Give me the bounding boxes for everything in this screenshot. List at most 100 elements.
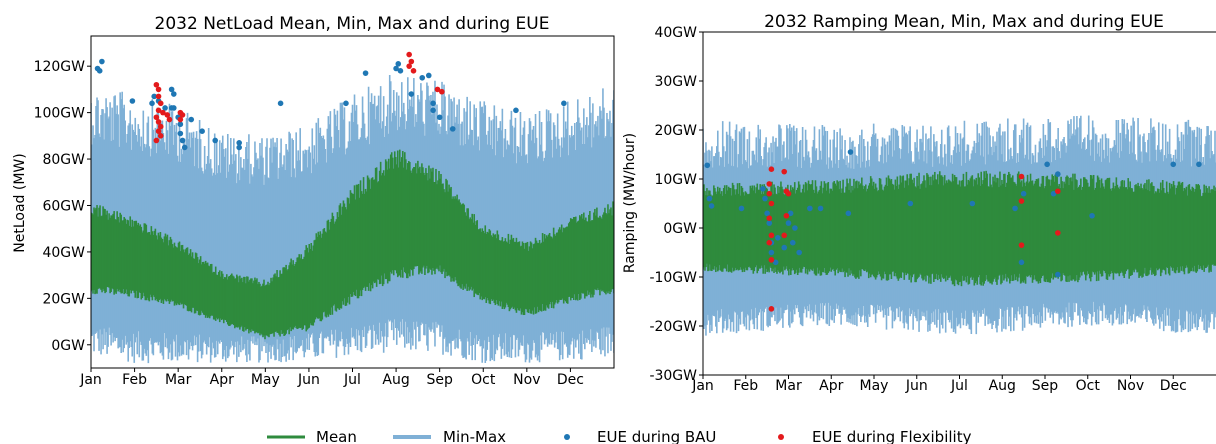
eue-flexibility-point — [157, 100, 164, 107]
y-ticks: -30GW -20GW -10GW 0GW 10GW 20GW 30GW 40GW — [649, 25, 703, 384]
eue-bau-point — [277, 100, 284, 107]
y-axis-label: Ramping (MW/hour) — [622, 133, 638, 273]
eue-bau-point — [1089, 212, 1095, 219]
x-tick-label: Mar — [775, 378, 802, 394]
eue-bau-point — [436, 114, 443, 121]
eue-bau-point — [1055, 271, 1061, 278]
x-tick-label: Jun — [297, 372, 320, 388]
ramping-chart: 2032 Ramping Mean, Min, Max and during E… — [622, 12, 1216, 394]
eue-flexibility-point — [783, 212, 790, 219]
plot-area — [703, 115, 1216, 336]
x-tick-label: May — [860, 378, 889, 394]
eue-flexibility-point — [408, 58, 415, 65]
eue-bau-point — [775, 235, 781, 241]
eue-flexibility-point — [164, 112, 171, 118]
eue-bau-point — [1018, 259, 1025, 266]
eue-bau-point — [99, 58, 105, 65]
eue-bau-point — [171, 91, 177, 97]
x-tick-label: Apr — [210, 372, 234, 388]
netload-chart: 2032 NetLoad Mean, Min, Max and during E… — [12, 14, 615, 388]
eue-bau-point — [236, 139, 242, 146]
eue-flexibility-point — [766, 181, 773, 187]
y-tick-label: -10GW — [649, 270, 697, 286]
eue-bau-point — [162, 105, 168, 111]
eue-flexibility-point — [768, 200, 775, 207]
eue-bau-point — [177, 121, 184, 128]
eue-bau-point — [449, 126, 456, 132]
x-tick-label: Apr — [819, 378, 843, 394]
eue-bau-point — [425, 72, 432, 79]
y-tick-label: 40GW — [42, 245, 85, 261]
eue-bau-point — [1196, 161, 1202, 168]
legend-minmax-label: Min-Max — [443, 428, 506, 444]
y-tick-label: 80GW — [42, 152, 85, 168]
eue-bau-point — [796, 249, 802, 256]
eue-bau-point — [766, 220, 773, 226]
x-tick-label: Feb — [733, 378, 758, 394]
x-ticks: Jan Feb Mar Apr May Jun Jul Aug Sep Oct Nov Dec — [79, 368, 584, 388]
eue-bau-point — [969, 200, 976, 207]
eue-flexibility-point — [768, 232, 775, 239]
legend-eue-flex-marker — [778, 434, 784, 440]
eue-bau-point — [397, 68, 404, 74]
x-tick-label: Oct — [1076, 378, 1101, 394]
eue-flexibility-point — [768, 257, 775, 263]
eue-flexibility-point — [434, 86, 441, 93]
eue-flexibility-point — [781, 232, 788, 239]
eue-bau-point — [188, 116, 195, 123]
eue-flexibility-point — [406, 63, 412, 69]
series-eue-bau — [94, 58, 567, 151]
eue-bau-point — [706, 195, 713, 202]
eue-bau-point — [907, 200, 914, 207]
eue-bau-point — [845, 210, 852, 217]
eue-flexibility-point — [410, 68, 417, 74]
eue-bau-point — [212, 137, 219, 144]
series-eue-flexibility — [766, 166, 1061, 312]
eue-bau-point — [362, 70, 369, 76]
eue-bau-point — [781, 244, 788, 251]
eue-flexibility-point — [153, 137, 160, 144]
eue-flexibility-point — [1018, 173, 1025, 180]
eue-bau-point — [847, 149, 854, 155]
eue-bau-point — [1055, 171, 1061, 177]
eue-flexibility-point — [155, 119, 162, 125]
x-tick-label: Mar — [165, 372, 192, 388]
eue-flexibility-point — [153, 114, 160, 121]
eue-bau-point — [1170, 161, 1177, 168]
legend: Mean Min-Max EUE during BAU EUE during F… — [267, 428, 972, 444]
eue-bau-point — [168, 86, 175, 93]
y-tick-label: 0GW — [663, 221, 697, 237]
x-tick-label: Jun — [905, 378, 928, 394]
series-min-max — [91, 74, 614, 364]
eue-bau-point — [430, 107, 436, 114]
eue-flexibility-point — [1018, 198, 1025, 204]
y-tick-label: 0GW — [51, 338, 85, 354]
x-tick-label: Jan — [691, 378, 714, 394]
legend-mean-label: Mean — [316, 428, 357, 444]
chart-title: 2032 NetLoad Mean, Min, Max and during E… — [155, 14, 550, 34]
eue-bau-point — [179, 137, 186, 144]
eue-bau-point — [177, 130, 184, 137]
eue-flexibility-point — [785, 190, 792, 197]
eue-flexibility-point — [781, 168, 788, 175]
eue-bau-point — [1044, 161, 1050, 168]
eue-bau-point — [171, 105, 177, 111]
eue-flexibility-point — [1055, 188, 1061, 195]
eue-bau-point — [772, 259, 779, 266]
eue-bau-point — [236, 144, 242, 151]
eue-bau-point — [395, 61, 402, 67]
eue-bau-point — [792, 225, 798, 231]
chart-title: 2032 Ramping Mean, Min, Max and during E… — [764, 12, 1164, 32]
eue-bau-point — [768, 249, 775, 256]
eue-flexibility-point — [1055, 230, 1061, 236]
eue-bau-point — [785, 220, 792, 226]
x-tick-label: Jan — [79, 372, 102, 388]
series-eue-flexibility — [153, 51, 445, 144]
y-tick-label: 40GW — [654, 25, 697, 41]
eue-bau-point — [1020, 190, 1027, 197]
eue-flexibility-point — [155, 86, 162, 93]
eue-flexibility-point — [766, 215, 773, 221]
eue-flexibility-point — [768, 306, 775, 312]
eue-flexibility-point — [179, 112, 186, 118]
